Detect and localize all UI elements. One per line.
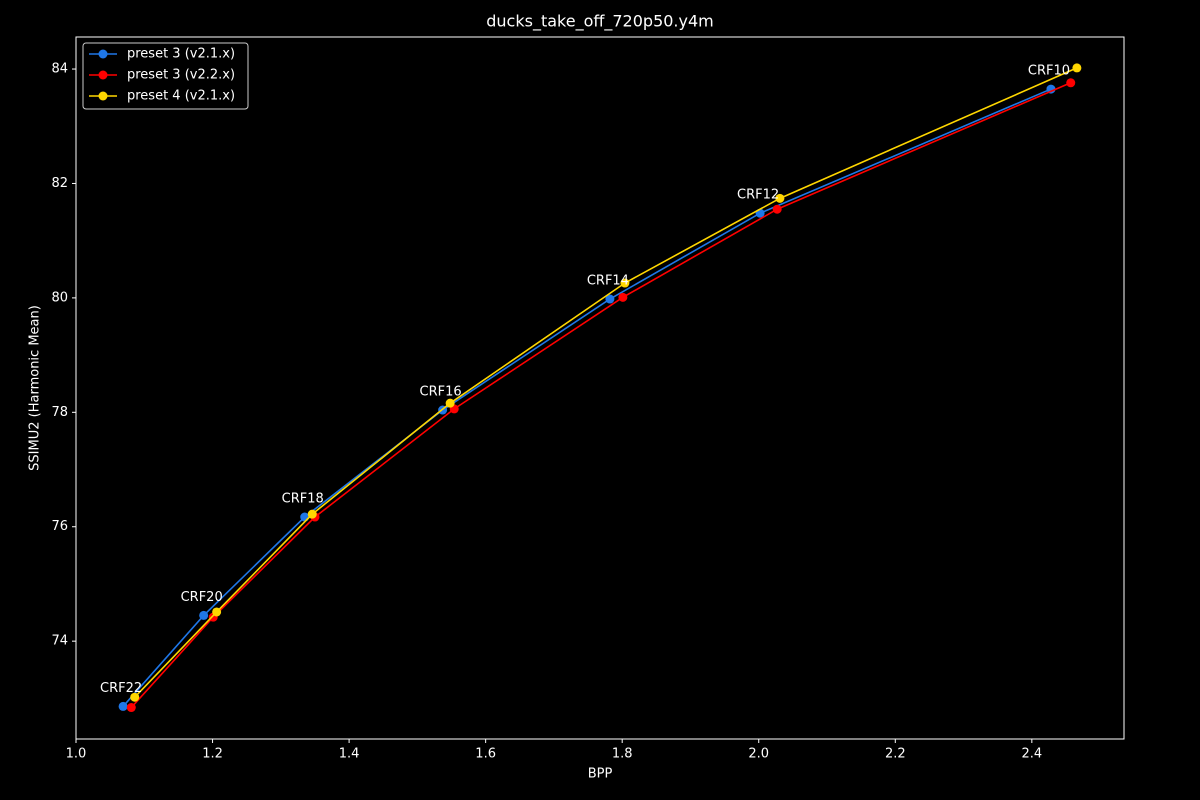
y-tick-label: 80 (51, 290, 68, 305)
x-tick-label: 1.8 (612, 747, 633, 762)
point (620, 278, 630, 288)
point (1066, 78, 1076, 88)
y-tick-label: 78 (51, 405, 68, 420)
annotation: CRF16 (420, 385, 462, 400)
x-tick-label: 1.4 (339, 747, 360, 762)
annotation: CRF22 (100, 681, 142, 696)
x-tick-label: 1.2 (202, 747, 223, 762)
point (212, 607, 222, 617)
point (605, 294, 615, 304)
legend-marker (98, 70, 108, 80)
point (307, 509, 317, 519)
legend-label: preset 4 (v2.1.x) (127, 89, 235, 104)
annotation: CRF18 (282, 492, 324, 507)
chart-title: ducks_take_off_720p50.y4m (486, 12, 714, 32)
point (118, 701, 128, 711)
point (1046, 84, 1056, 94)
y-tick-label: 74 (51, 634, 68, 649)
y-tick-label: 84 (51, 62, 68, 77)
legend-label: preset 3 (v2.2.x) (127, 68, 235, 83)
point (130, 692, 140, 702)
y-tick-label: 82 (51, 176, 68, 191)
x-tick-label: 2.4 (1021, 747, 1042, 762)
legend-marker (98, 91, 108, 101)
point (445, 398, 455, 408)
legend-label: preset 3 (v2.1.x) (127, 47, 235, 62)
x-tick-label: 1.6 (475, 747, 496, 762)
annotation: CRF10 (1028, 64, 1070, 79)
point (618, 292, 628, 302)
x-tick-label: 2.0 (748, 747, 769, 762)
point (772, 204, 782, 214)
x-axis-label: BPP (588, 767, 613, 782)
annotation: CRF14 (587, 274, 629, 289)
point (199, 610, 209, 620)
annotation: CRF12 (737, 188, 779, 203)
x-tick-label: 1.0 (66, 747, 87, 762)
plot-frame (75, 36, 1125, 740)
y-axis-label: SSIMU2 (Harmonic Mean) (28, 305, 43, 471)
legend-box (82, 42, 249, 110)
annotation: CRF20 (181, 590, 223, 605)
point (126, 703, 136, 713)
point (1072, 63, 1082, 73)
point (775, 193, 785, 203)
y-tick-label: 76 (51, 519, 68, 534)
legend-marker (98, 49, 108, 59)
x-tick-label: 2.2 (885, 747, 906, 762)
